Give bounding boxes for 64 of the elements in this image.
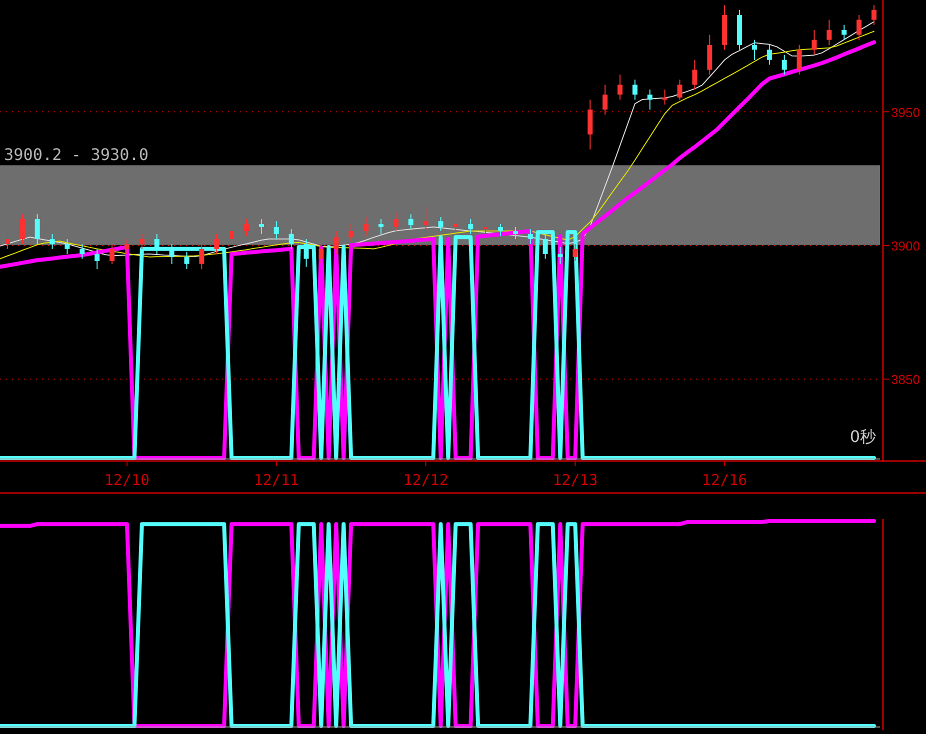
candlestick [288, 228, 294, 250]
candlestick [812, 29, 817, 56]
candlestick [274, 220, 279, 240]
candlestick [618, 74, 623, 100]
candlestick [20, 214, 25, 245]
candlestick [423, 206, 428, 230]
candlestick [334, 230, 339, 254]
candlestick [154, 233, 160, 254]
candlestick [572, 244, 578, 262]
x-tick-label: 12/12 [403, 471, 448, 489]
candlestick [318, 244, 324, 264]
candlestick [304, 238, 309, 268]
candlestick [842, 24, 847, 40]
band-label: 3900.2 - 3930.0 [4, 145, 148, 164]
candlestick [64, 238, 70, 254]
x-tick-label: 12/16 [702, 471, 748, 489]
x-tick-label: 12/11 [254, 471, 299, 489]
candlestick [364, 216, 369, 237]
candlestick [258, 218, 264, 234]
candlestick [782, 54, 787, 76]
y-tick-label: 3900 [891, 238, 920, 254]
candlestick [110, 244, 115, 264]
candlestick [826, 19, 832, 46]
annotation: 0秒 [850, 427, 876, 446]
candlestick [438, 216, 444, 232]
candlestick [378, 218, 384, 234]
candlestick [542, 233, 548, 260]
candlestick [856, 14, 862, 40]
candlestick [796, 44, 802, 76]
candlestick [4, 233, 10, 250]
y-tick-label: 3950 [891, 104, 920, 120]
candlestick [80, 244, 85, 260]
candlestick [124, 238, 130, 254]
candlestick [244, 218, 250, 237]
candlestick [393, 212, 398, 232]
candlestick [184, 251, 190, 270]
x-tick-label: 12/13 [552, 471, 598, 489]
candlestick [229, 224, 234, 245]
candlestick [752, 39, 757, 60]
x-tick-label: 12/10 [104, 471, 150, 489]
candlestick [34, 214, 40, 245]
candlestick [408, 214, 414, 230]
candlestick [169, 244, 174, 264]
candlestick [558, 246, 563, 264]
candlestick [453, 218, 458, 233]
candlestick [766, 44, 772, 66]
candlestick [632, 79, 638, 100]
candlestick [692, 59, 698, 90]
candlestick [94, 248, 100, 270]
candlestick [677, 79, 682, 100]
candlestick [139, 233, 144, 250]
candlestick [199, 244, 204, 270]
candlestick [214, 233, 220, 254]
y-tick-label: 3850 [891, 372, 920, 388]
candlestick [662, 89, 668, 106]
candlestick [512, 226, 518, 240]
candlestick [498, 224, 503, 237]
candlestick [528, 228, 533, 245]
candlestick [602, 84, 608, 116]
candlestick [483, 220, 488, 234]
candlestick [872, 4, 876, 26]
candlestick [647, 89, 652, 110]
candlestick [348, 224, 354, 242]
candlestick [50, 233, 55, 250]
